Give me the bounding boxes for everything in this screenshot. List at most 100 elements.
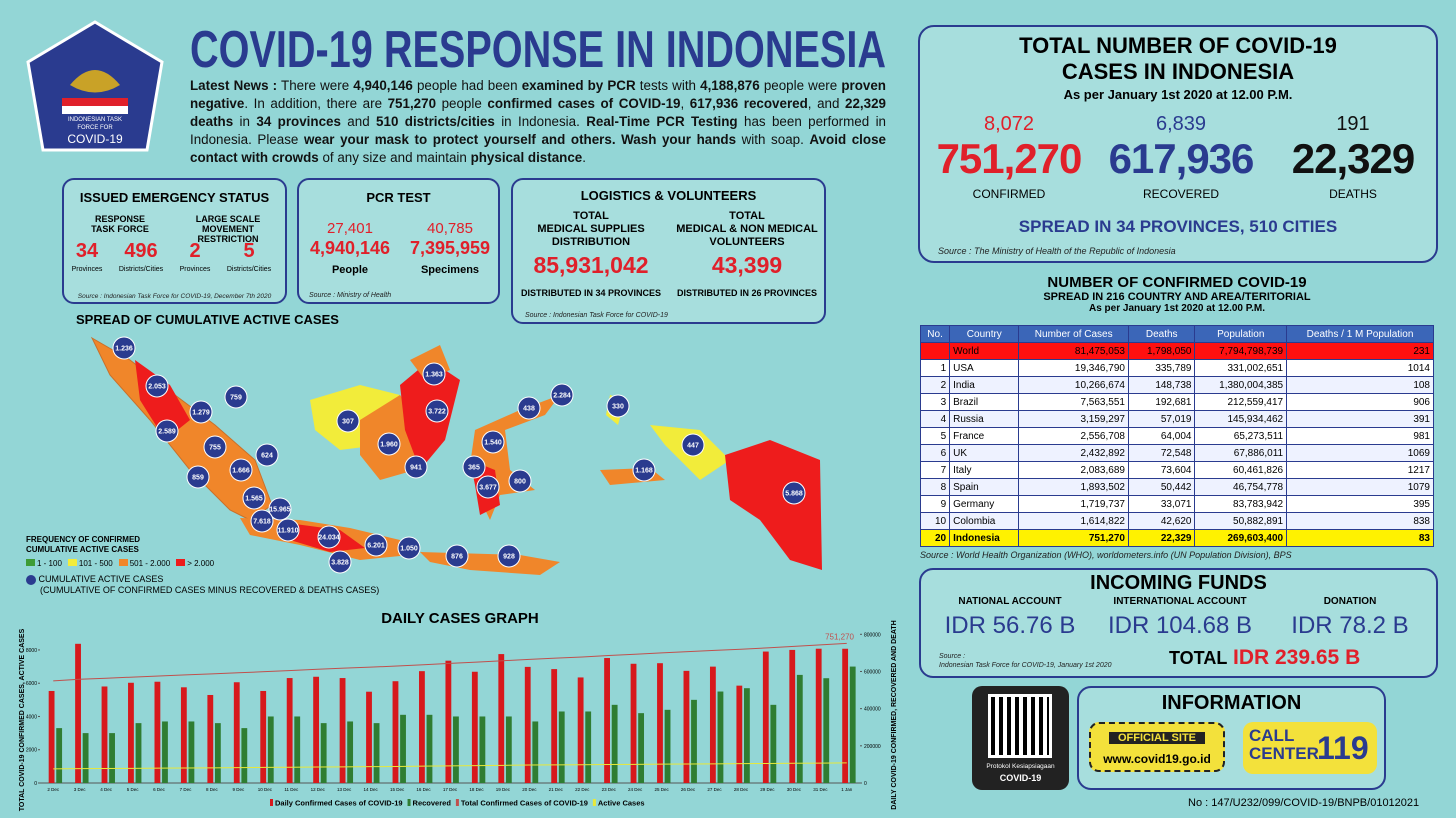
table-row: 8 Spain 1,893,502 50,442 46,754,778 1079: [919, 478, 1434, 496]
x-tick-label: 7 Dec: [180, 787, 193, 792]
site-badge[interactable]: OFFICIAL SITE www.covid19.go.id: [1089, 722, 1225, 772]
table-cell: 331,002,651: [1194, 359, 1288, 377]
bar: [558, 711, 565, 783]
footer: No : 147/U232/099/COVID-19/BNPB/01012021: [1188, 797, 1420, 809]
table-cell: France: [949, 427, 1020, 445]
latest-news: Latest News : There were 4,940,146 peopl…: [190, 77, 886, 167]
table-cell: 148,738: [1127, 376, 1196, 394]
bar: [445, 660, 452, 783]
x-tick-label: 1 Jan: [841, 787, 853, 792]
pcr-increase: 40,785: [427, 220, 473, 237]
island: [420, 552, 560, 575]
bubble: [445, 544, 469, 568]
status-unit: Provinces: [71, 266, 103, 273]
logistics-label: DISTRIBUTION: [551, 236, 631, 248]
bubble: [782, 481, 806, 505]
header-cell: Deaths: [1127, 325, 1196, 343]
stat-increase: 8,072: [983, 113, 1035, 135]
table-cell: Brazil: [949, 393, 1020, 411]
bar: [551, 669, 558, 783]
news-segment: has been performed in Indonesia. Please: [190, 114, 886, 147]
news-segment: with soap.: [736, 132, 810, 147]
island: [725, 440, 822, 570]
news-segment: ,: [680, 96, 690, 111]
bar: [604, 658, 610, 783]
bubble: [203, 435, 227, 459]
spread: SPREAD IN 34 PROVINCES, 510 CITIES: [1018, 217, 1338, 236]
table-row: 9 Germany 1,719,737 33,071 83,783,942 395: [919, 495, 1434, 513]
source: Source : Indonesian Task Force for COVID…: [525, 312, 668, 319]
table-cell: 1: [919, 359, 951, 377]
funds-panel: INCOMING FUNDS Source : Indonesian Task F…: [919, 568, 1438, 678]
bubble-label: 24.034: [318, 535, 340, 542]
y2-tick-label: 400000: [864, 707, 881, 713]
legend-swatch: [118, 559, 128, 566]
qr-code: [988, 694, 1052, 758]
bubble: [550, 383, 574, 407]
news-segment: Real-Time PCR Testing: [586, 114, 738, 129]
bubble-label: 1.565: [245, 496, 263, 503]
bar: [762, 651, 769, 783]
bubble: [404, 455, 428, 479]
news-segment: confirmed cases of COVID-19: [487, 96, 681, 111]
table-cell: 145,934,462: [1194, 410, 1288, 428]
source-line: Source :: [939, 653, 966, 660]
x-tick-label: 16 Dec: [416, 787, 431, 792]
x-tick-label: 30 Dec: [787, 787, 802, 792]
bubble: [425, 399, 449, 423]
bar: [241, 728, 248, 783]
table-row: 1 USA 19,346,790 335,789 331,002,651 1014: [919, 359, 1434, 377]
y-tick-label: 6000: [26, 681, 37, 687]
news-segment: 751,270: [387, 96, 437, 111]
bar: [347, 721, 354, 783]
legend-title-line: FREQUENCY OF CONFIRMED: [26, 535, 141, 544]
qr-caption: Protokol Kesiapsiagaan: [986, 763, 1055, 770]
bubble: [476, 475, 500, 499]
logistics-label: VOLUNTEERS: [709, 236, 785, 248]
account-label: NATIONAL ACCOUNT: [958, 596, 1062, 607]
bar: [709, 666, 716, 783]
table-cell: 7,563,551: [1018, 393, 1129, 411]
call-badge[interactable]: CALL CENTER 119: [1243, 722, 1377, 774]
table-title: NUMBER OF CONFIRMED COVID-19: [1047, 274, 1307, 291]
table-cell: 3: [919, 393, 951, 411]
bar: [233, 682, 240, 783]
x-tick-label: 17 Dec: [443, 787, 458, 792]
news-segment: of any size and maintain: [318, 150, 471, 165]
table-cell: UK: [949, 444, 1020, 462]
bar: [48, 690, 55, 783]
x-tick-label: 12 Dec: [311, 787, 326, 792]
table-cell: 2,083,689: [1018, 461, 1129, 479]
table-row: 5 France 2,556,708 64,004 65,273,511 981: [919, 427, 1434, 445]
stat-increase: 6,839: [1155, 113, 1207, 135]
news-segment: and: [340, 114, 377, 129]
pcr-value: 4,940,146: [309, 238, 391, 258]
table-cell: 72,548: [1127, 444, 1196, 462]
bubble: [497, 544, 521, 568]
stat-label: RECOVERED: [1142, 187, 1219, 201]
logistics-label: MEDICAL & NON MEDICAL: [676, 223, 818, 235]
logo-text: FORCE FOR: [77, 125, 113, 131]
y2-tick-label: 0: [864, 781, 867, 787]
bar: [736, 685, 743, 783]
news-segment: 510 districts/cities: [376, 114, 495, 129]
logistics-note: DISTRIBUTED IN 26 PROVINCES: [676, 288, 818, 298]
bubble: [186, 465, 210, 489]
table-cell: 1,719,737: [1018, 495, 1129, 513]
bar: [842, 648, 849, 783]
stat-increase: 191: [1336, 113, 1370, 135]
table-cell: 231: [1286, 342, 1434, 360]
bubble: [328, 550, 352, 574]
bubble: [276, 518, 300, 542]
group-label: TASK FORCE: [91, 224, 149, 234]
x-tick-label: 20 Dec: [522, 787, 537, 792]
call-line: CALL: [1249, 726, 1295, 745]
news-segment: in: [233, 114, 257, 129]
bubble-label: 928: [503, 554, 515, 561]
status-value: 2: [189, 240, 201, 262]
x-tick-label: 26 Dec: [681, 787, 696, 792]
news-segment: wear your mask to protect yourself and o…: [303, 132, 737, 147]
table-cell: 108: [1286, 376, 1434, 394]
table-row: 3 Brazil 7,563,551 192,681 212,559,417 906: [919, 393, 1434, 411]
bar: [373, 723, 380, 783]
